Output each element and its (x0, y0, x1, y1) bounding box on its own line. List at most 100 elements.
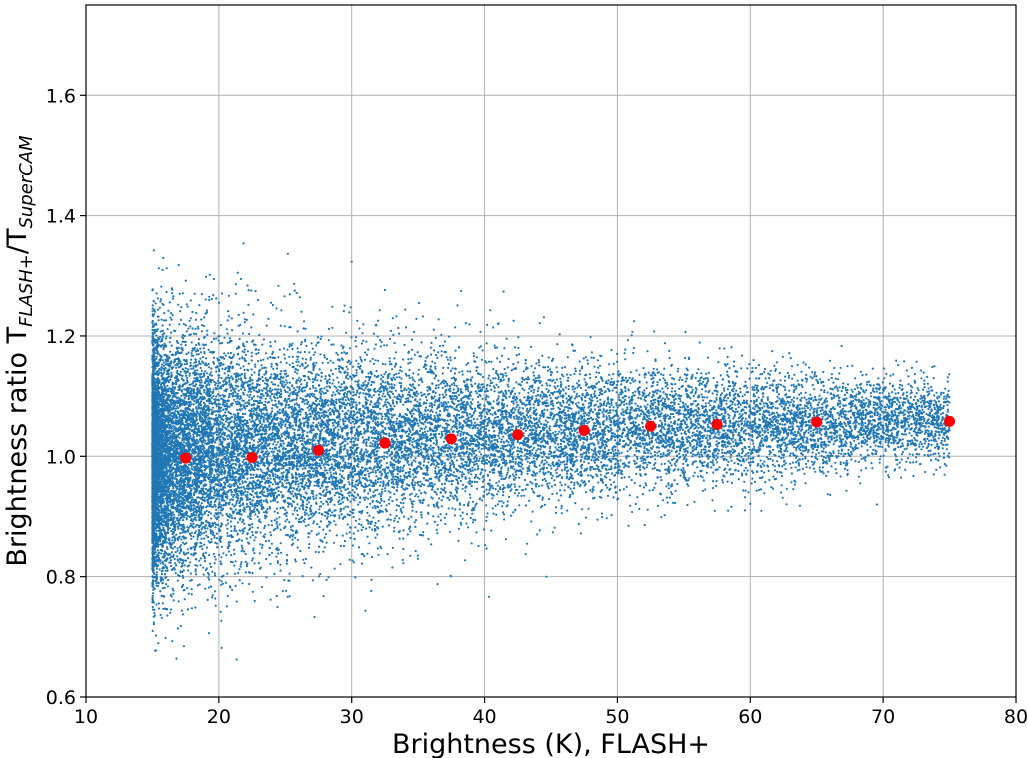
scatter-point (859, 482, 862, 485)
scatter-point (361, 436, 364, 439)
scatter-point (692, 395, 695, 398)
scatter-point (175, 564, 178, 567)
scatter-point (651, 455, 654, 458)
scatter-point (470, 473, 473, 476)
scatter-point (836, 389, 840, 392)
scatter-point (340, 513, 343, 516)
scatter-point (157, 308, 160, 311)
scatter-point (726, 363, 729, 366)
scatter-point (349, 362, 352, 366)
scatter-point (461, 511, 464, 514)
scatter-point (352, 420, 355, 423)
scatter-point (751, 386, 754, 389)
scatter-points (151, 242, 951, 661)
scatter-point (792, 488, 795, 491)
scatter-point (666, 414, 670, 417)
scatter-point (928, 439, 931, 442)
scatter-point (491, 459, 494, 462)
scatter-point (160, 318, 163, 321)
scatter-point (271, 483, 274, 486)
scatter-point (440, 350, 443, 353)
scatter-point (324, 377, 327, 380)
scatter-point (325, 486, 328, 489)
scatter-point (312, 455, 315, 458)
scatter-point (537, 447, 540, 450)
scatter-point (396, 486, 399, 489)
scatter-point (923, 379, 926, 382)
scatter-point (175, 657, 178, 660)
scatter-point (768, 453, 771, 456)
scatter-point (871, 467, 874, 470)
scatter-point (155, 603, 158, 606)
scatter-point (697, 408, 701, 411)
scatter-point (377, 359, 380, 362)
scatter-point (312, 520, 315, 523)
scatter-point (270, 399, 273, 402)
scatter-point (155, 355, 158, 358)
scatter-point (198, 373, 201, 376)
scatter-point (656, 383, 659, 387)
scatter-point (190, 593, 193, 596)
scatter-point (243, 348, 246, 351)
scatter-point (345, 365, 348, 368)
scatter-point (475, 480, 478, 484)
scatter-point (706, 377, 709, 380)
scatter-point (605, 402, 609, 405)
scatter-point (689, 418, 692, 421)
scatter-point (781, 465, 784, 468)
scatter-point (825, 397, 828, 400)
scatter-point (669, 461, 672, 464)
scatter-point (291, 342, 294, 345)
scatter-point (923, 454, 926, 457)
scatter-point (670, 432, 673, 435)
scatter-point (610, 401, 613, 405)
scatter-point (645, 387, 648, 390)
scatter-point (207, 536, 210, 539)
scatter-point (424, 425, 427, 428)
scatter-point (850, 458, 853, 461)
scatter-point (793, 430, 797, 433)
scatter-point (388, 502, 391, 505)
scatter-point (198, 452, 201, 455)
scatter-point (755, 391, 758, 394)
scatter-point (421, 483, 424, 486)
scatter-point (515, 401, 518, 404)
scatter-point (294, 560, 297, 563)
scatter-point (764, 402, 768, 405)
scatter-point (230, 508, 233, 511)
scatter-point (546, 409, 549, 412)
scatter-point (403, 343, 406, 347)
scatter-point (838, 428, 842, 431)
scatter-point (330, 343, 333, 346)
scatter-point (824, 456, 828, 459)
scatter-point (421, 501, 424, 505)
scatter-point (215, 395, 218, 398)
scatter-point (189, 534, 193, 537)
scatter-point (617, 471, 620, 474)
scatter-point (297, 483, 300, 486)
scatter-point (515, 395, 518, 398)
scatter-point (639, 484, 642, 487)
scatter-point (538, 417, 541, 420)
scatter-point (486, 323, 489, 326)
scatter-point (864, 459, 867, 462)
scatter-point (297, 485, 300, 488)
scatter-point (897, 391, 900, 395)
scatter-point (749, 502, 752, 505)
scatter-point (214, 597, 217, 600)
scatter-point (333, 494, 336, 497)
scatter-point (907, 415, 910, 418)
scatter-point (589, 474, 592, 477)
scatter-point (437, 397, 440, 400)
scatter-point (327, 404, 330, 407)
scatter-point (414, 460, 417, 463)
scatter-point (661, 387, 664, 390)
scatter-point (644, 461, 647, 464)
scatter-point (176, 627, 179, 630)
scatter-point (300, 383, 303, 386)
scatter-point (472, 352, 475, 355)
scatter-point (500, 475, 503, 478)
scatter-point (618, 417, 621, 420)
scatter-point (207, 366, 211, 369)
scatter-point (329, 471, 332, 474)
